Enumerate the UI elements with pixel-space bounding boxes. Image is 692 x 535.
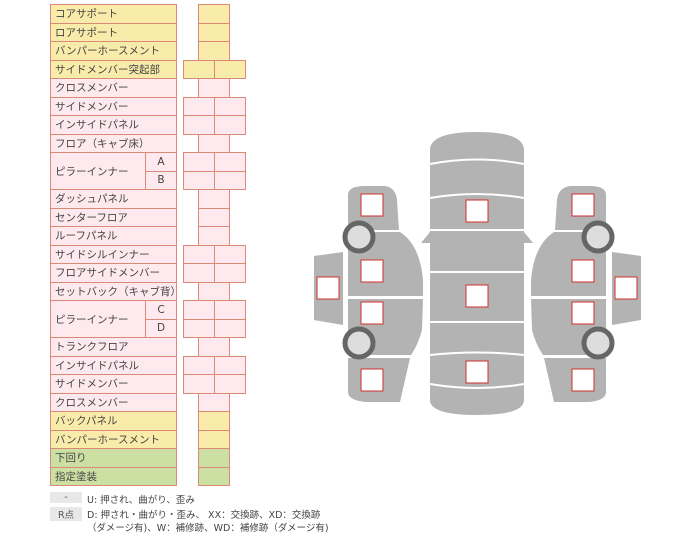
row-label: クロスメンバー — [50, 392, 177, 412]
legend-key-dash: - — [50, 492, 82, 503]
row-label: サイドシルインナー — [50, 244, 177, 264]
legend-text-d2: （ダメージ有)、W：補修跡、WD：補修跡（ダメージ有) — [87, 523, 329, 534]
wheel-rear-right — [581, 326, 615, 360]
row-label: 指定塗装 — [50, 466, 177, 486]
row-label: インサイドパネル — [50, 115, 177, 135]
row-label: バンパーホースメント — [50, 41, 177, 61]
damage-marker[interactable] — [360, 259, 384, 283]
car-body-center — [430, 132, 524, 415]
wheel-rear-left — [342, 326, 376, 360]
wheel-front-left — [342, 220, 376, 254]
row-label: ピラーインナー — [50, 300, 146, 338]
damage-cell[interactable] — [214, 59, 246, 79]
damage-marker[interactable] — [465, 199, 489, 223]
row-sub-label: A — [145, 152, 177, 172]
legend-text-u: U: 押され、曲がり、歪み — [87, 495, 195, 506]
damage-marker[interactable] — [571, 193, 595, 217]
damage-marker[interactable] — [360, 301, 384, 325]
damage-marker[interactable] — [360, 368, 384, 392]
row-label: バックパネル — [50, 411, 177, 431]
damage-cell[interactable] — [214, 115, 246, 135]
row-label: サイドメンバー突起部 — [50, 59, 177, 79]
damage-cell[interactable] — [214, 170, 246, 190]
damage-cell[interactable] — [214, 318, 246, 338]
legend-text-d: D: 押され・曲がり・歪み、 XX：交換跡、XD：交換跡 — [87, 510, 321, 521]
legend-key-r: R点 — [50, 507, 82, 521]
damage-marker[interactable] — [571, 301, 595, 325]
row-label: サイドメンバー — [50, 96, 177, 116]
damage-marker[interactable] — [571, 259, 595, 283]
row-label: フロアサイドメンバー — [50, 263, 177, 283]
damage-cell[interactable] — [214, 263, 246, 283]
row-label: センターフロア — [50, 207, 177, 227]
row-label: フロア（キャブ床） — [50, 133, 177, 153]
row-label: クロスメンバー — [50, 78, 177, 98]
row-label: ピラーインナー — [50, 152, 146, 190]
damage-marker[interactable] — [360, 193, 384, 217]
damage-marker[interactable] — [465, 360, 489, 384]
damage-marker[interactable] — [614, 276, 638, 300]
damage-marker[interactable] — [316, 276, 340, 300]
damage-marker[interactable] — [571, 368, 595, 392]
damage-marker[interactable] — [465, 284, 489, 308]
row-label: バンパーホースメント — [50, 429, 177, 449]
damage-cell[interactable] — [214, 374, 246, 394]
wheel-front-right — [581, 220, 615, 254]
row-sub-label: C — [145, 300, 177, 320]
damage-cell[interactable] — [198, 466, 230, 486]
